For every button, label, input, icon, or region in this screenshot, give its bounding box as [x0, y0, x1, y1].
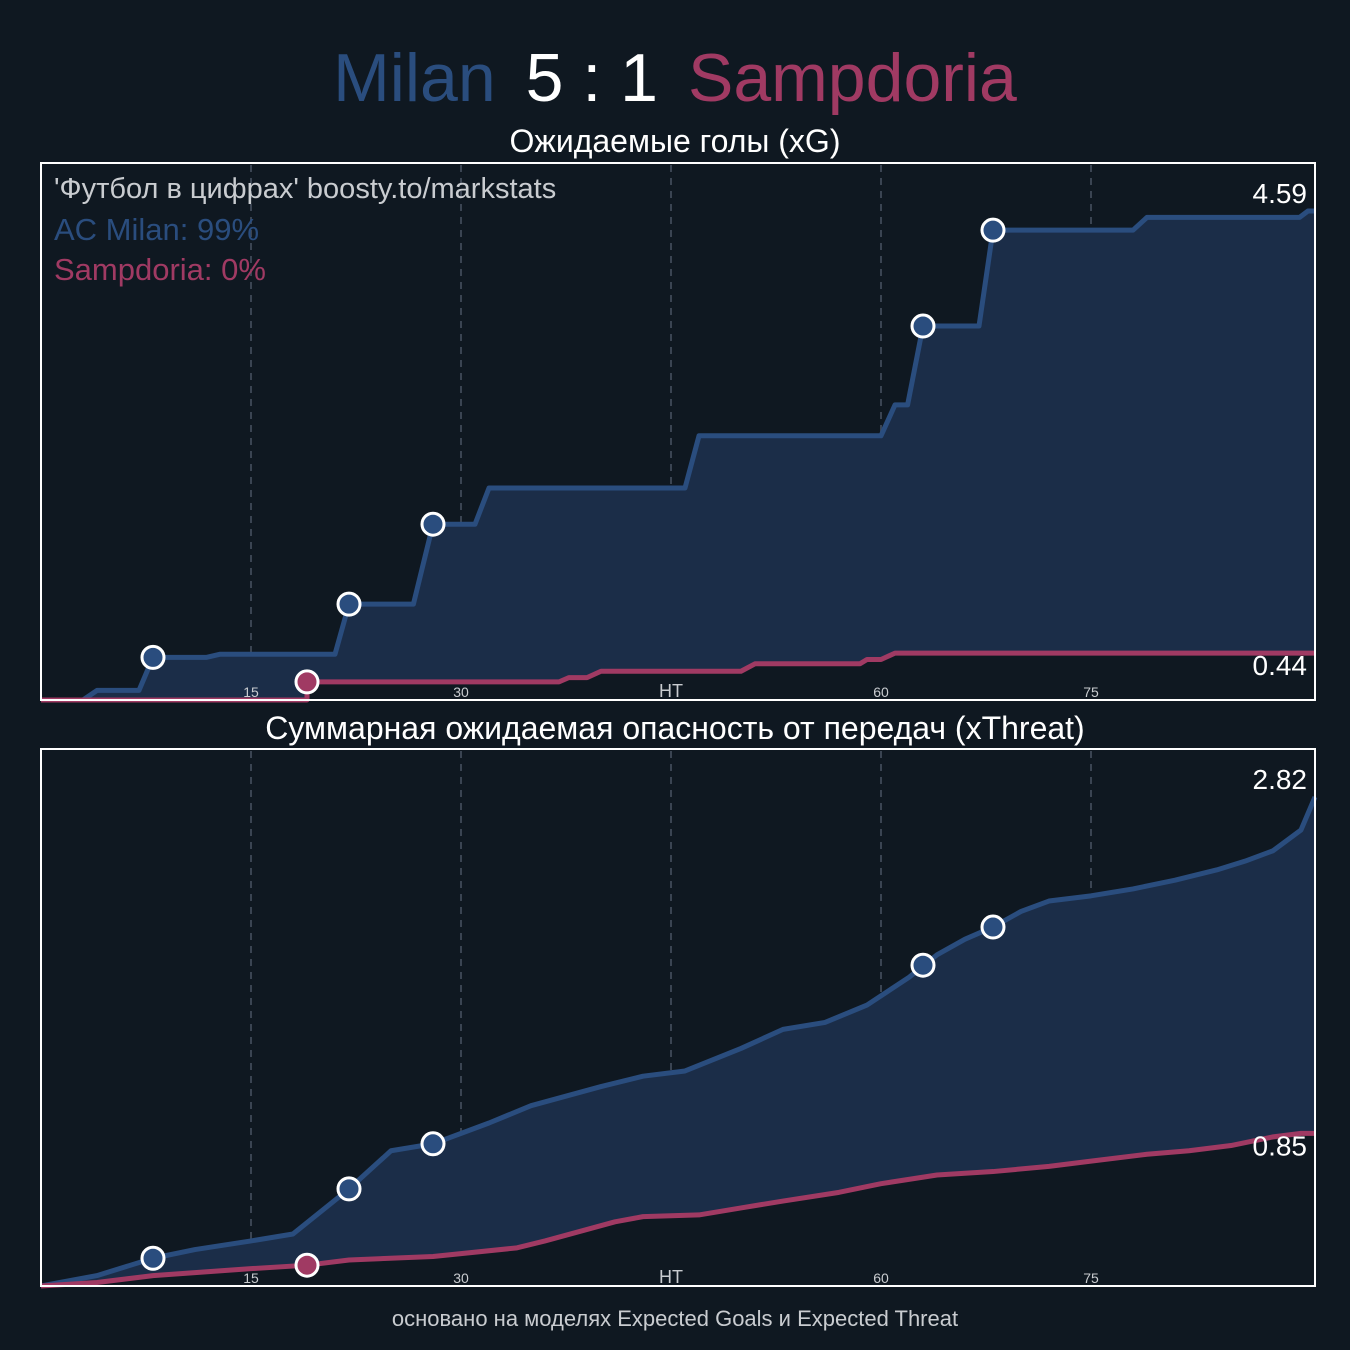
away-final-value: 0.85 — [1253, 1130, 1308, 1161]
x-tick-label: 60 — [873, 1270, 889, 1286]
footer-note: основано на моделях Expected Goals и Exp… — [391, 1306, 959, 1331]
away-area-fill — [41, 653, 1315, 700]
away-goal-marker — [294, 1252, 320, 1278]
away-final-value: 0.44 — [1253, 650, 1308, 681]
chart-1: Ожидаемые голы (xG) 15 30 HT 60 75 4.59 0.44 'Фу… — [40, 123, 1316, 703]
chart-2: Суммарная ожидаемая опасность от передач… — [40, 710, 1318, 1289]
home-goal-marker — [910, 952, 936, 978]
home-goal-marker — [910, 313, 936, 339]
home-goal-marker — [980, 914, 1006, 940]
match-score: 5 : 1 — [525, 40, 658, 117]
home-final-value: 4.59 — [1253, 178, 1308, 209]
x-tick-label: 75 — [1083, 684, 1099, 700]
x-tick-label: 30 — [453, 684, 469, 700]
x-tick-label: HT — [659, 1267, 683, 1287]
away-series-line — [41, 650, 1315, 703]
home-goal-marker — [140, 644, 166, 670]
home-team-name: Milan — [333, 40, 496, 117]
home-series-line — [40, 796, 1318, 1289]
x-tick-label: HT — [659, 681, 683, 701]
away-goal-marker — [294, 669, 320, 695]
home-goal-marker — [140, 1245, 166, 1271]
away-win-probability: Sampdoria: 0% — [54, 252, 266, 287]
home-goal-marker — [336, 591, 362, 617]
chart-frame — [40, 748, 1316, 1287]
home-final-value: 2.82 — [1253, 764, 1308, 795]
chart-frame — [40, 162, 1316, 701]
away-team-name: Sampdoria — [687, 40, 1017, 117]
match-header: Milan 5 : 1 Sampdoria — [0, 28, 1350, 118]
x-tick-label: 60 — [873, 684, 889, 700]
chart-title: Суммарная ожидаемая опасность от передач… — [265, 710, 1084, 746]
home-area-fill — [41, 797, 1315, 1286]
home-goal-marker — [980, 217, 1006, 243]
home-goal-marker — [420, 1131, 446, 1157]
x-tick-label: 30 — [453, 1270, 469, 1286]
x-tick-label: 15 — [243, 1270, 259, 1286]
x-tick-label: 75 — [1083, 1270, 1099, 1286]
home-win-probability: AC Milan: 99% — [54, 212, 259, 247]
source-credit: 'Футбол в цифрах' boosty.to/markstats — [54, 173, 556, 205]
home-area-fill — [41, 211, 1315, 700]
home-goal-marker — [420, 511, 446, 537]
home-goal-marker — [336, 1176, 362, 1202]
chart-title: Ожидаемые голы (xG) — [510, 123, 841, 159]
x-tick-label: 15 — [243, 684, 259, 700]
